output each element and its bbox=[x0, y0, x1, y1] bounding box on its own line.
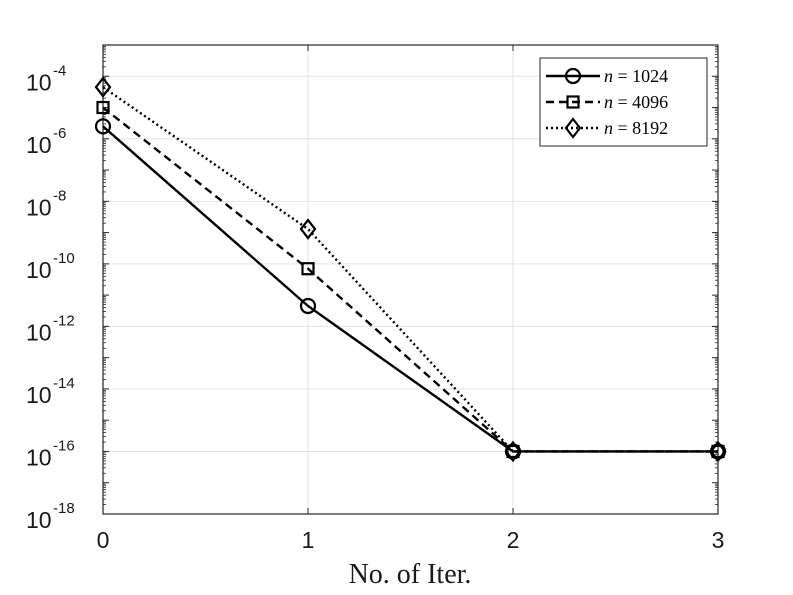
plot-frame bbox=[102, 44, 719, 515]
series-line bbox=[102, 106, 718, 453]
circle-marker bbox=[299, 297, 317, 315]
series-layer bbox=[94, 76, 727, 463]
y-tick-label-base: 10 bbox=[26, 257, 52, 283]
x-tick-label: 3 bbox=[712, 527, 725, 553]
y-tick-label-exponent: -6 bbox=[53, 125, 66, 142]
y-tick-label-base: 10 bbox=[26, 69, 52, 95]
y-tick-label-base: 10 bbox=[26, 132, 52, 158]
y-tick-label-base: 10 bbox=[26, 382, 52, 408]
y-tick-label-exponent: -18 bbox=[53, 500, 75, 517]
y-tick-label-exponent: -4 bbox=[53, 62, 66, 79]
y-tick-label-exponent: -16 bbox=[53, 437, 75, 454]
legend-item: n = 4096 bbox=[546, 92, 668, 112]
square-marker bbox=[96, 100, 110, 115]
square-marker bbox=[301, 262, 315, 276]
series-diamond bbox=[94, 76, 727, 463]
circle-marker bbox=[94, 118, 112, 135]
y-tick-label-exponent: -12 bbox=[53, 312, 75, 329]
diamond-marker bbox=[564, 117, 582, 139]
diamond-marker bbox=[709, 440, 727, 463]
circle-marker bbox=[564, 67, 582, 85]
x-tick-labels: 0 1 2 3 bbox=[97, 527, 725, 553]
series-square bbox=[96, 100, 725, 459]
legend-label: n = 1024 bbox=[604, 66, 668, 86]
y-tick-label-base: 10 bbox=[26, 444, 52, 470]
x-tick-label: 0 bbox=[97, 527, 110, 553]
series-line bbox=[102, 86, 718, 453]
y-tick-label-exponent: -10 bbox=[53, 250, 75, 267]
square-marker bbox=[566, 95, 580, 109]
y-tick-label-exponent: -8 bbox=[53, 187, 66, 204]
legend-item: n = 8192 bbox=[546, 117, 668, 139]
y-tick-label-base: 10 bbox=[26, 507, 52, 533]
legend-label: n = 4096 bbox=[604, 92, 668, 112]
x-axis-title: No. of Iter. bbox=[349, 559, 472, 590]
x-tick-label: 2 bbox=[507, 527, 520, 553]
legend-item: n = 1024 bbox=[546, 66, 668, 86]
diamond-marker bbox=[299, 218, 317, 240]
y-tick-label-base: 10 bbox=[26, 319, 52, 345]
x-tick-label: 1 bbox=[302, 527, 315, 553]
y-tick-label-exponent: -14 bbox=[53, 375, 75, 392]
diamond-marker bbox=[94, 76, 112, 98]
y-tick-label-base: 10 bbox=[26, 194, 52, 220]
legend: n = 1024 n = 4096 n = 8192 bbox=[539, 57, 708, 147]
square-marker bbox=[506, 444, 520, 459]
diamond-marker bbox=[504, 440, 522, 463]
legend-label: n = 8192 bbox=[604, 118, 668, 138]
